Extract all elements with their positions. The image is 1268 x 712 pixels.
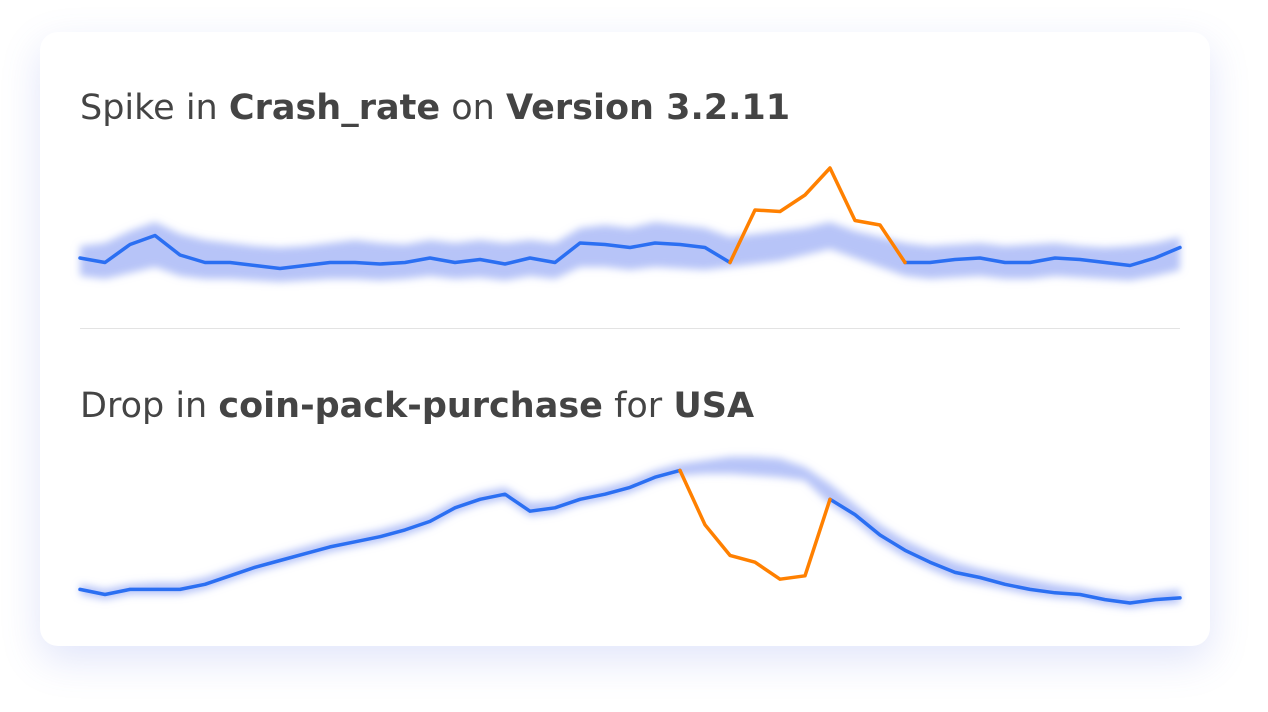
title-text: on — [451, 88, 495, 128]
title-text: for — [614, 386, 663, 426]
series-line — [78, 233, 1182, 271]
title-text: Drop in — [80, 386, 208, 426]
series-line — [728, 166, 907, 265]
card — [40, 32, 1210, 646]
title-dimension: Version 3.2.11 — [505, 88, 791, 128]
divider — [80, 328, 1180, 329]
title-metric: Crash_rate — [228, 88, 441, 128]
series-line — [78, 468, 1182, 605]
chart-title: Spike in Crash_rate on Version 3.2.11 — [80, 88, 790, 128]
title-text: Spike in — [80, 88, 218, 128]
series-line — [678, 468, 832, 581]
title-dimension: USA — [673, 386, 755, 426]
title-metric: coin-pack-purchase — [218, 386, 603, 426]
expected-band — [80, 222, 1180, 282]
chart-title: Drop in coin-pack-purchase for USA — [80, 386, 754, 426]
